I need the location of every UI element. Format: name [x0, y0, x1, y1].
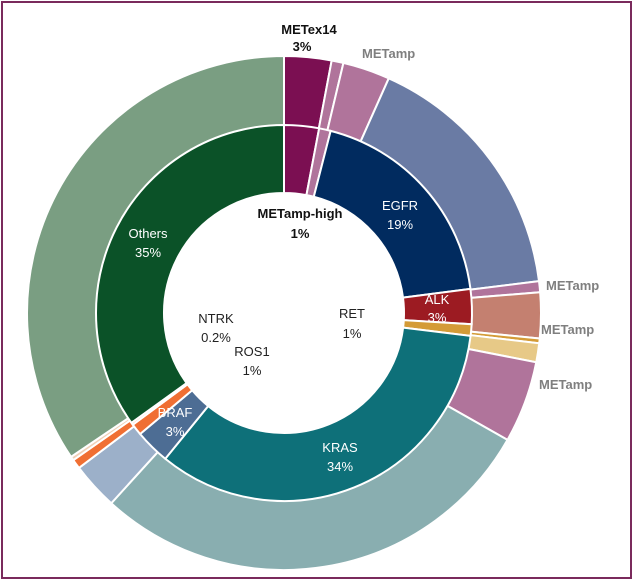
label-metamp-high-pct: 1%	[291, 226, 310, 241]
label-egfr-pct: 19%	[387, 217, 413, 232]
label-metamp-4: METamp	[539, 377, 592, 392]
label-alk: ALK	[425, 292, 450, 307]
label-kras: KRAS	[322, 440, 358, 455]
outer-ring	[26, 54, 542, 571]
label-metamp-1: METamp	[362, 46, 415, 61]
label-metamp-3: METamp	[541, 322, 594, 337]
inner-slice-others-9	[95, 123, 285, 425]
label-ret: RET	[339, 306, 365, 321]
label-egfr: EGFR	[382, 198, 418, 213]
label-others: Others	[128, 226, 168, 241]
label-alk-pct: 3%	[428, 310, 447, 325]
inner-ring	[95, 123, 473, 502]
label-metamp-2: METamp	[546, 278, 599, 293]
label-ros1: ROS1	[234, 344, 269, 359]
label-metamp-high: METamp-high	[258, 206, 343, 221]
label-others-pct: 35%	[135, 245, 161, 260]
label-braf: BRAF	[158, 405, 193, 420]
label-braf-pct: 3%	[166, 424, 185, 439]
label-ntrk: NTRK	[198, 311, 234, 326]
label-kras-pct: 34%	[327, 459, 353, 474]
label-ros1-pct: 1%	[243, 363, 262, 378]
label-metex14: METex14	[281, 22, 337, 37]
label-metex14-pct: 3%	[293, 39, 312, 54]
inner-slice-kras-5	[163, 326, 472, 502]
label-ret-pct: 1%	[343, 326, 362, 341]
label-ntrk-pct: 0.2%	[201, 330, 231, 345]
